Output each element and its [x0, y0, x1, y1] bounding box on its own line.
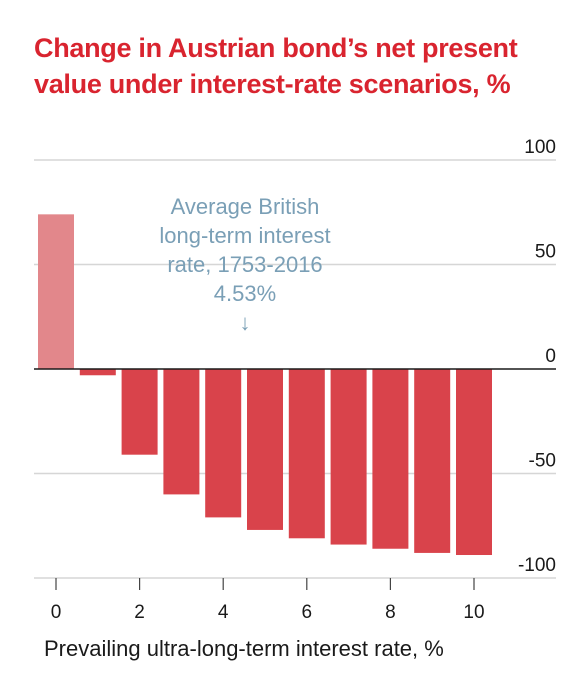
average-rate-annotation: Average British long-term interest rate,…: [130, 192, 360, 337]
bar: [205, 369, 241, 517]
y-tick-label: 0: [545, 346, 556, 367]
bar: [456, 369, 492, 555]
down-arrow-icon: ↓: [130, 308, 360, 337]
x-tick-label: 10: [463, 602, 484, 623]
bar: [122, 369, 158, 455]
annotation-line-2: long-term interest: [130, 221, 360, 250]
annotation-line-3: rate, 1753-2016: [130, 250, 360, 279]
x-tick-label: 4: [218, 602, 229, 623]
x-tick-label: 0: [51, 602, 62, 623]
annotation-line-4: 4.53%: [130, 279, 360, 308]
y-tick-label: -50: [529, 451, 556, 472]
bar: [372, 369, 408, 549]
annotation-line-1: Average British: [130, 192, 360, 221]
x-axis-label: Prevailing ultra-long-term interest rate…: [44, 636, 444, 662]
bar: [414, 369, 450, 553]
y-tick-label: 100: [524, 137, 556, 158]
y-tick-label: 50: [535, 242, 556, 263]
x-tick-label: 2: [134, 602, 145, 623]
bar: [163, 369, 199, 494]
bar: [38, 214, 74, 369]
bar: [80, 369, 116, 375]
bar: [331, 369, 367, 545]
bar: [289, 369, 325, 538]
bar: [247, 369, 283, 530]
x-tick-label: 6: [302, 602, 313, 623]
y-tick-label: -100: [518, 555, 556, 576]
x-tick-label: 8: [385, 602, 396, 623]
